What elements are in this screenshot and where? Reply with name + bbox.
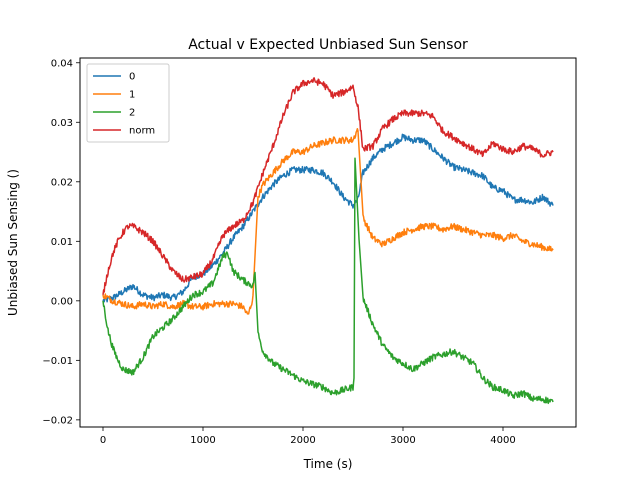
y-tick-label: 0.02 [51, 177, 73, 188]
y-tick-label: −0.02 [42, 415, 73, 426]
legend-label: 0 [129, 72, 135, 83]
y-tick-label: 0.01 [51, 237, 73, 248]
legend-label: norm [129, 126, 155, 137]
series-line-norm [102, 77, 554, 295]
series-line-0 [102, 133, 554, 303]
series-group [102, 77, 554, 405]
legend: 0 1 2 norm [86, 63, 170, 143]
x-tick-label: 4000 [490, 435, 515, 446]
chart-title: Actual v Expected Unbiased Sun Sensor [188, 37, 468, 53]
x-tick-label: 1000 [190, 435, 215, 446]
x-tick-label: 2000 [290, 435, 315, 446]
legend-box [86, 63, 170, 143]
series-line-1 [102, 127, 554, 315]
legend-label: 2 [129, 108, 135, 119]
x-axis-label: Time (s) [303, 457, 353, 471]
x-tick-label: 3000 [390, 435, 415, 446]
y-tick-label: −0.01 [42, 356, 73, 367]
y-axis-label: Unbiased Sun Sensing () [6, 169, 20, 316]
series-line-2 [102, 157, 554, 405]
x-tick-label: 0 [100, 435, 106, 446]
y-axis: −0.02 −0.01 0.00 0.01 0.02 0.03 0.04 [42, 58, 80, 426]
y-tick-label: 0.00 [51, 296, 73, 307]
axes-frame [79, 57, 577, 428]
y-tick-label: 0.04 [51, 58, 73, 69]
x-axis: 0 1000 2000 3000 4000 [100, 427, 516, 446]
y-tick-label: 0.03 [51, 118, 73, 129]
legend-label: 1 [129, 90, 135, 101]
